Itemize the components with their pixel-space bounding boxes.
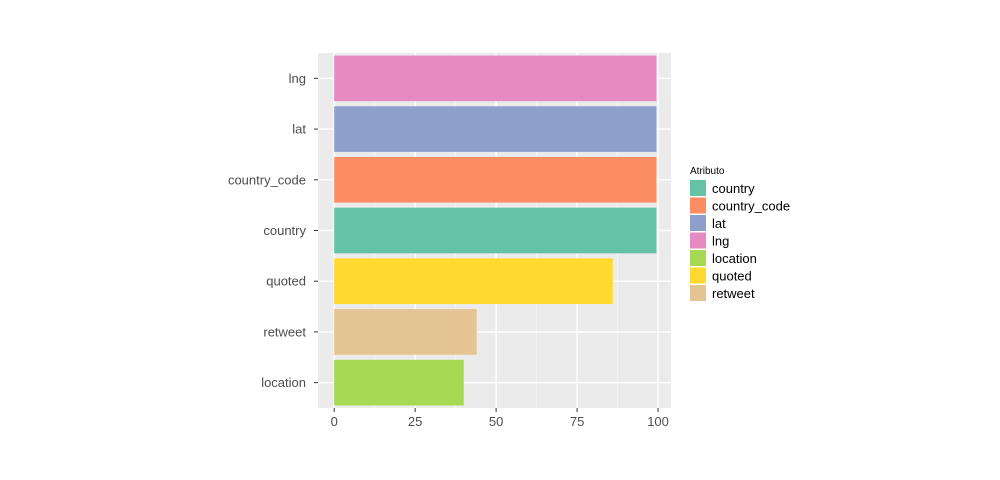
x-axis: 0 25 50 75 100 [331,408,669,429]
legend-key [690,180,706,196]
bar-lat [334,106,657,152]
bars [334,55,657,406]
legend-key [690,267,706,284]
legend-label: lat [712,216,726,231]
legend-label: location [712,251,757,266]
legend-label: retweet [712,286,755,301]
x-tick-label: 75 [570,414,584,429]
x-tick-label: 25 [408,414,422,429]
y-tick-label: quoted [266,274,306,289]
legend-key [690,250,706,266]
bar-lng [334,55,657,102]
x-tick-label: 50 [489,414,503,429]
y-tick-label: retweet [263,324,306,339]
y-axis: location retweet quoted country country_code… [228,71,318,390]
y-tick-label: location [261,375,306,390]
legend-label: quoted [712,269,752,284]
y-tick-label: lat [292,122,306,137]
bar-retweet [334,309,477,355]
legend-title: Atributo [690,166,725,177]
x-tick-label: 0 [331,414,338,429]
legend-key [690,285,706,301]
y-tick-label: country [263,223,306,238]
bar-quoted [334,258,613,305]
legend-label: lng [712,234,729,249]
y-tick-label: country_code [228,172,306,187]
legend-key [690,197,706,214]
legend-label: country [712,181,755,196]
bar-country [334,207,657,254]
legend-key [690,232,706,249]
bar-country_code [334,156,657,203]
y-tick-label: lng [289,71,306,86]
x-tick-label: 100 [647,414,669,429]
legend-label: country_code [712,199,790,214]
bar-location [334,359,464,406]
legend-key [690,215,706,231]
